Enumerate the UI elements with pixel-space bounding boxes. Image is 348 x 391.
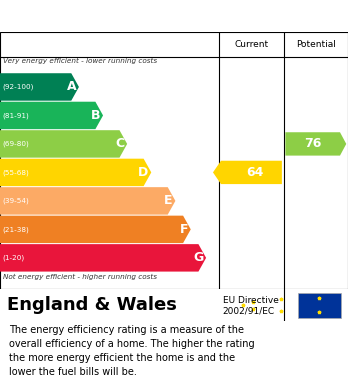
FancyArrow shape bbox=[0, 216, 191, 243]
Text: EU Directive: EU Directive bbox=[223, 296, 279, 305]
Polygon shape bbox=[285, 132, 346, 156]
Text: 2002/91/EC: 2002/91/EC bbox=[223, 307, 275, 316]
Text: (39-54): (39-54) bbox=[3, 197, 30, 204]
Text: E: E bbox=[164, 194, 173, 207]
Text: (69-80): (69-80) bbox=[3, 141, 30, 147]
FancyArrow shape bbox=[0, 159, 151, 186]
Text: (81-91): (81-91) bbox=[3, 112, 30, 119]
Text: Energy Efficiency Rating: Energy Efficiency Rating bbox=[9, 9, 219, 23]
FancyArrow shape bbox=[0, 102, 103, 129]
Text: 64: 64 bbox=[246, 166, 263, 179]
Text: England & Wales: England & Wales bbox=[7, 296, 177, 314]
Text: B: B bbox=[91, 109, 100, 122]
Text: Not energy efficient - higher running costs: Not energy efficient - higher running co… bbox=[3, 274, 158, 280]
Text: 76: 76 bbox=[304, 137, 321, 151]
Polygon shape bbox=[213, 161, 282, 184]
Text: Current: Current bbox=[234, 40, 269, 49]
Text: (21-38): (21-38) bbox=[3, 226, 30, 233]
Text: (1-20): (1-20) bbox=[3, 255, 25, 261]
FancyArrow shape bbox=[0, 187, 175, 215]
Text: D: D bbox=[138, 166, 149, 179]
FancyArrow shape bbox=[0, 244, 206, 272]
FancyArrow shape bbox=[0, 73, 79, 100]
Text: The energy efficiency rating is a measure of the
overall efficiency of a home. T: The energy efficiency rating is a measur… bbox=[9, 325, 254, 377]
Text: C: C bbox=[115, 137, 124, 151]
Text: (92-100): (92-100) bbox=[3, 84, 34, 90]
Text: Very energy efficient - lower running costs: Very energy efficient - lower running co… bbox=[3, 58, 158, 64]
FancyArrow shape bbox=[0, 130, 127, 158]
Text: F: F bbox=[180, 223, 188, 236]
Text: G: G bbox=[193, 251, 203, 264]
Text: Potential: Potential bbox=[296, 40, 336, 49]
Text: A: A bbox=[66, 81, 76, 93]
FancyBboxPatch shape bbox=[298, 293, 341, 317]
Text: (55-68): (55-68) bbox=[3, 169, 30, 176]
